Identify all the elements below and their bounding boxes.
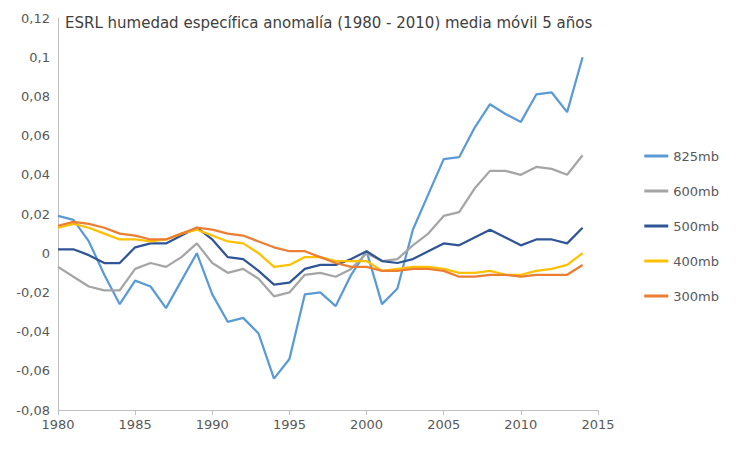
svg-text:500mb: 500mb xyxy=(673,219,719,234)
svg-text:0,12: 0,12 xyxy=(21,11,50,26)
svg-text:2010: 2010 xyxy=(504,417,537,432)
svg-text:0,04: 0,04 xyxy=(21,167,50,182)
svg-text:2015: 2015 xyxy=(581,417,614,432)
svg-text:1985: 1985 xyxy=(119,417,152,432)
svg-text:600mb: 600mb xyxy=(673,184,719,199)
svg-text:1990: 1990 xyxy=(196,417,229,432)
svg-text:825mb: 825mb xyxy=(673,149,719,164)
svg-text:1980: 1980 xyxy=(41,417,74,432)
svg-text:400mb: 400mb xyxy=(673,254,719,269)
svg-text:0,06: 0,06 xyxy=(21,128,50,143)
svg-text:0,02: 0,02 xyxy=(21,207,50,222)
svg-text:0,1: 0,1 xyxy=(29,50,50,65)
svg-text:2000: 2000 xyxy=(350,417,383,432)
svg-text:-0,04: -0,04 xyxy=(16,324,50,339)
svg-text:0: 0 xyxy=(42,246,50,261)
svg-text:ESRL humedad específica anomal: ESRL humedad específica anomalía (1980 -… xyxy=(65,14,592,32)
svg-text:-0,02: -0,02 xyxy=(16,285,50,300)
svg-text:2005: 2005 xyxy=(427,417,460,432)
svg-text:1995: 1995 xyxy=(273,417,306,432)
svg-text:-0,08: -0,08 xyxy=(16,403,50,418)
svg-text:0,08: 0,08 xyxy=(21,89,50,104)
svg-text:-0,06: -0,06 xyxy=(16,363,50,378)
svg-text:300mb: 300mb xyxy=(673,289,719,304)
